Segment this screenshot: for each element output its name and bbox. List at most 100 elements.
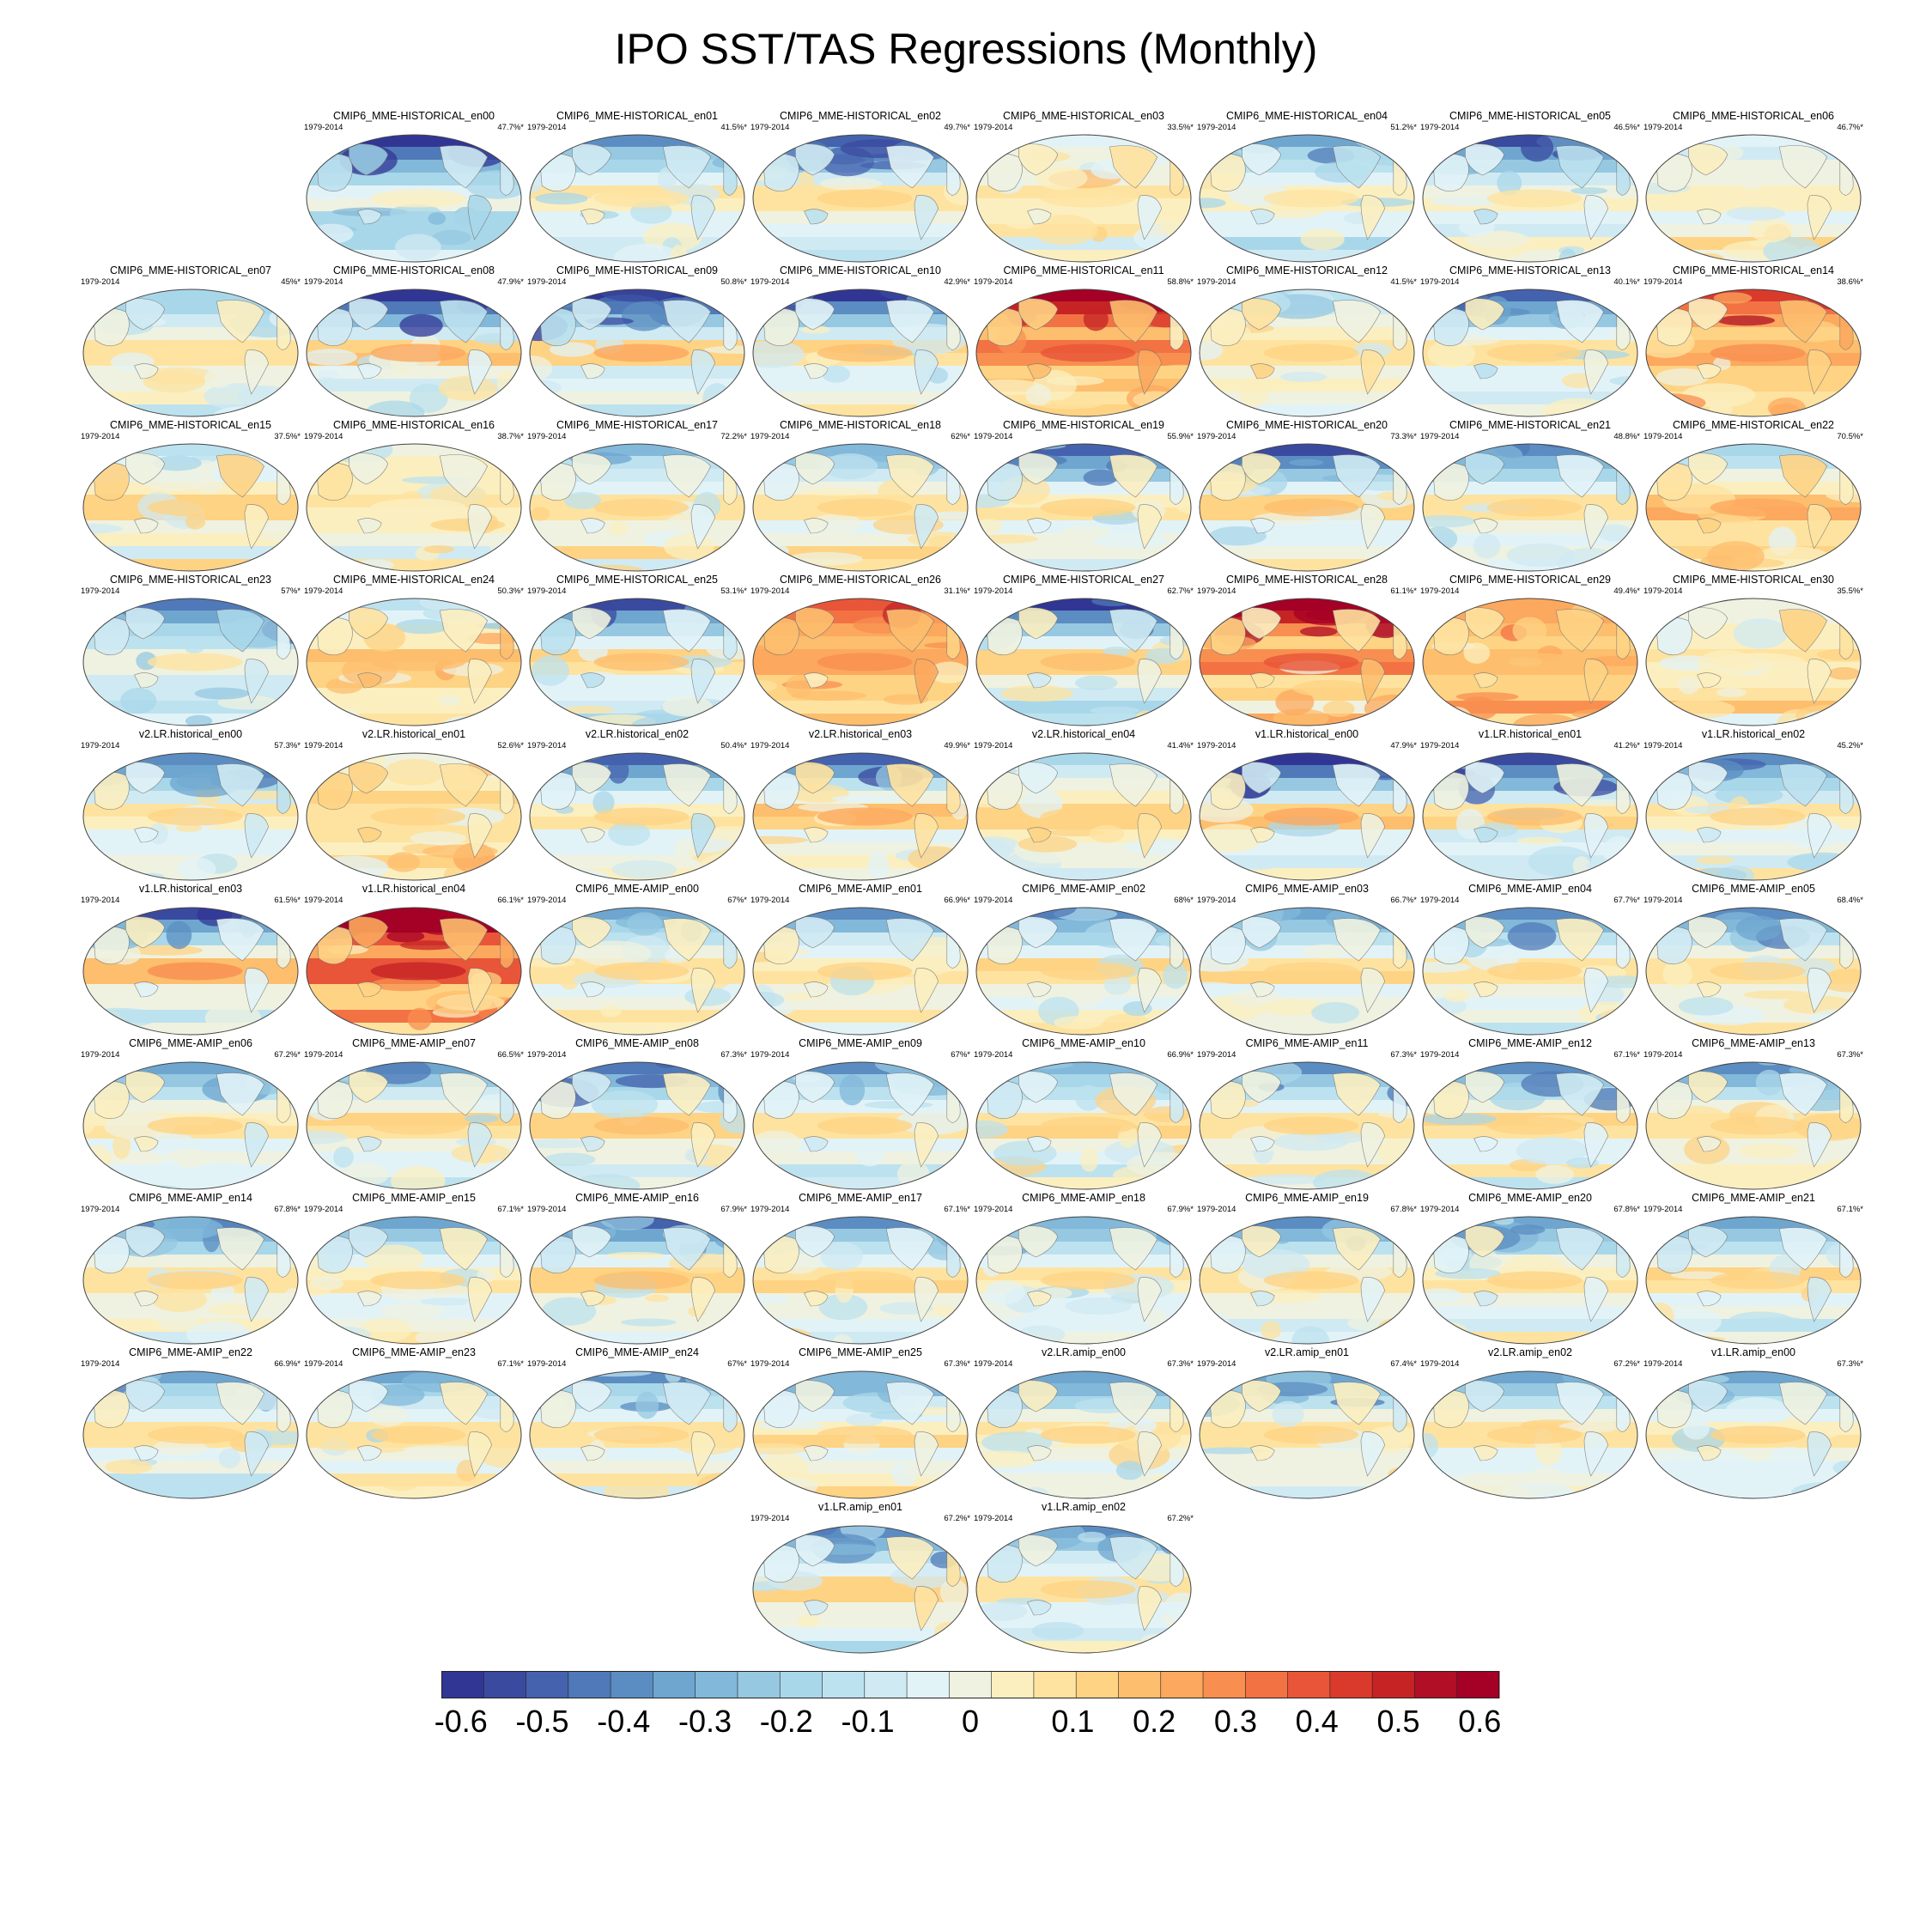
anomaly-patch <box>1512 617 1547 644</box>
lat-band <box>1423 1332 1637 1344</box>
continent-outline <box>125 1225 166 1258</box>
continent-outline <box>1697 672 1722 689</box>
tropical-tongue <box>817 343 913 362</box>
colorbar-tick-label: -0.1 <box>841 1704 895 1739</box>
lat-band <box>1200 546 1414 560</box>
map-panel: v1.LR.historical_en03 1979-2014 61.5%* <box>81 883 301 1037</box>
anomaly-patch <box>1755 1069 1783 1096</box>
continent-outline <box>690 1122 716 1168</box>
anomaly-patch <box>818 1293 868 1321</box>
continent-outline <box>946 1550 961 1587</box>
regression-map <box>752 907 969 1036</box>
continent-outline <box>804 363 829 380</box>
panel-variance: 67.3%* <box>1837 1359 1863 1369</box>
panel-variance: 49.9%* <box>944 741 970 750</box>
regression-map <box>752 443 969 572</box>
tropical-tongue <box>1710 498 1806 517</box>
anomaly-patch <box>976 1601 1028 1621</box>
map-panel: CMIP6_MME-AMIP_en02 1979-2014 68%* <box>974 883 1194 1037</box>
continent-outline <box>1393 1395 1407 1432</box>
lat-band <box>307 714 521 726</box>
panel-variance: 66.7%* <box>1390 896 1417 905</box>
continent-outline <box>1360 1122 1386 1168</box>
continent-outline <box>349 762 389 794</box>
regression-map <box>975 134 1192 263</box>
tropical-tongue <box>147 807 243 826</box>
map-panel: CMIP6_MME-HISTORICAL_en11 1979-2014 58.8%* <box>974 264 1194 419</box>
map-panel: CMIP6_MME-HISTORICAL_en04 1979-2014 51.2%* <box>1197 110 1417 264</box>
continent-outline <box>1473 209 1498 225</box>
regression-map <box>529 1216 745 1345</box>
continent-outline <box>946 1395 961 1432</box>
continent-outline <box>276 777 291 814</box>
continent-outline <box>216 763 265 807</box>
anomaly-patch <box>112 1132 131 1159</box>
continent-outline <box>723 159 738 196</box>
lat-band <box>530 444 744 457</box>
map-panel: CMIP6_MME-HISTORICAL_en25 1979-2014 53.1%* <box>527 574 747 728</box>
lat-band <box>1200 1062 1414 1075</box>
continent-outline <box>914 968 939 1013</box>
lat-band <box>307 701 521 714</box>
lat-band <box>1200 753 1414 766</box>
continent-outline <box>1170 1395 1184 1432</box>
continent-outline <box>125 762 166 794</box>
regression-map <box>752 289 969 417</box>
panel-variance: 67.3%* <box>944 1359 970 1369</box>
tropical-tongue <box>1710 189 1806 208</box>
colorbar-bin <box>611 1671 653 1698</box>
panel-years: 1979-2014 <box>527 277 567 287</box>
anomaly-patch <box>1833 552 1861 571</box>
panel-years: 1979-2014 <box>527 1205 567 1214</box>
colorbar-tick-label: -0.3 <box>678 1704 732 1739</box>
regression-map <box>975 752 1192 881</box>
map-panel: CMIP6_MME-HISTORICAL_en05 1979-2014 46.5%* <box>1420 110 1640 264</box>
map-panel: CMIP6_MME-AMIP_en12 1979-2014 67.1%* <box>1420 1037 1640 1192</box>
continent-outline <box>216 1072 265 1116</box>
panel-variance: 67.3%* <box>1167 1359 1194 1369</box>
anomaly-patch <box>400 940 456 951</box>
continent-outline <box>1778 1227 1828 1271</box>
lat-band <box>1200 1217 1414 1230</box>
continent-outline <box>1555 145 1605 189</box>
anomaly-patch <box>384 758 445 786</box>
continent-outline <box>1465 1225 1505 1258</box>
lat-band <box>1200 1151 1414 1165</box>
continent-outline <box>580 363 605 380</box>
continent-outline <box>1170 932 1184 969</box>
anomaly-patch <box>1707 541 1765 571</box>
continent-outline <box>572 143 612 176</box>
panel-variance: 45.2%* <box>1837 741 1863 750</box>
anomaly-patch <box>1735 915 1783 941</box>
anomaly-patch <box>1463 642 1491 664</box>
tropical-tongue <box>1486 962 1583 981</box>
lat-band <box>1646 688 1861 702</box>
anomaly-patch <box>976 866 1013 875</box>
anomaly-patch <box>1200 823 1263 853</box>
panel-title: CMIP6_MME-HISTORICAL_en19 <box>1002 419 1165 431</box>
continent-outline <box>946 1241 961 1278</box>
panel-variance: 67.7%* <box>1613 896 1640 905</box>
anomaly-patch <box>83 718 125 726</box>
map-panel: v2.LR.historical_en02 1979-2014 50.4%* <box>527 728 747 883</box>
anomaly-patch <box>1608 1169 1636 1184</box>
continent-outline <box>1027 981 1052 998</box>
lat-band <box>753 1332 968 1344</box>
lat-band <box>1646 1332 1861 1344</box>
panel-variance: 67.9%* <box>720 1205 747 1214</box>
anomaly-patch <box>1158 1528 1191 1556</box>
anomaly-patch <box>283 458 298 481</box>
panel-title: CMIP6_MME-HISTORICAL_en27 <box>1002 574 1165 586</box>
tropical-tongue <box>370 1425 466 1444</box>
anomaly-patch <box>1089 824 1125 843</box>
continent-outline <box>1393 777 1407 814</box>
continent-outline <box>244 1431 270 1477</box>
continent-outline <box>1242 298 1282 331</box>
continent-outline <box>1332 1227 1382 1271</box>
lat-band <box>83 842 298 856</box>
continent-outline <box>1583 813 1609 859</box>
panel-title: v1.LR.historical_en01 <box>1478 728 1583 740</box>
map-border <box>82 1370 299 1499</box>
anomaly-patch <box>1103 975 1132 995</box>
continent-outline <box>276 313 291 350</box>
